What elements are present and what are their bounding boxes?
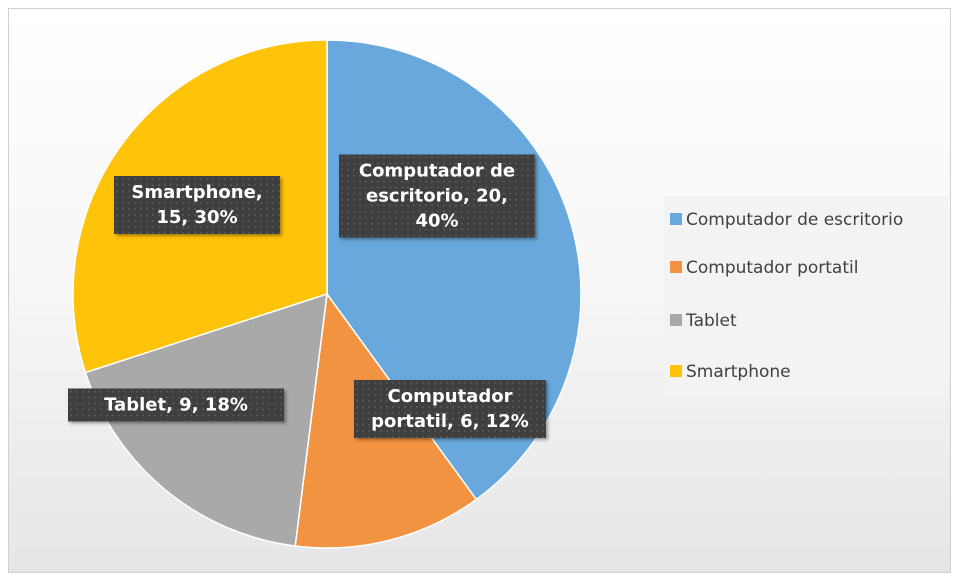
legend-swatch <box>670 365 682 377</box>
legend-swatch <box>670 261 682 273</box>
legend-label: Tablet <box>686 311 737 331</box>
data-label: Computador de escritorio, 20, 40% <box>339 154 535 238</box>
legend-label: Computador portatil <box>686 258 859 278</box>
legend-item: Tablet <box>670 311 737 331</box>
legend-label: Smartphone <box>686 362 791 382</box>
data-label: Tablet, 9, 18% <box>68 388 284 422</box>
legend-swatch <box>670 213 682 225</box>
legend-item: Computador de escritorio <box>670 210 903 230</box>
legend-label: Computador de escritorio <box>686 210 904 230</box>
legend-item: Computador portatil <box>670 258 858 278</box>
data-label: Smartphone, 15, 30% <box>114 176 280 234</box>
legend-swatch <box>670 314 682 326</box>
legend-item: Smartphone <box>670 362 791 382</box>
legend: Computador de escritorio Computador porta… <box>664 196 948 396</box>
data-label: Computador portatil, 6, 12% <box>354 380 546 438</box>
